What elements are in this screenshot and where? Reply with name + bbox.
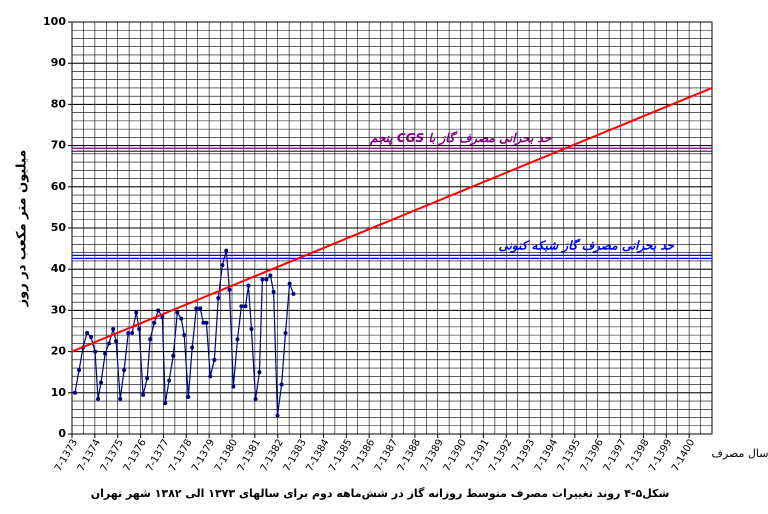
y-tick-label: 50 [51, 221, 67, 234]
data-point [122, 368, 127, 373]
data-point [291, 291, 296, 296]
data-point [72, 390, 77, 395]
data-point [190, 345, 195, 350]
data-point [93, 349, 98, 354]
data-point [88, 335, 93, 340]
data-point [175, 310, 180, 315]
data-point [152, 320, 157, 325]
data-point [235, 337, 240, 342]
data-point [194, 306, 199, 311]
data-point [163, 401, 168, 406]
data-point [275, 413, 280, 418]
data-point [198, 306, 203, 311]
data-point [167, 378, 172, 383]
reference-label: حد بحرانی مصرف گاز شبکه کنونی [498, 237, 674, 253]
reference-label: حد بحرانی مصرف گاز با CGS پنجم [369, 130, 552, 146]
data-point [249, 326, 254, 331]
data-point [239, 304, 244, 309]
data-point [216, 296, 221, 301]
data-point [114, 339, 119, 344]
data-point [182, 333, 187, 338]
chart-title: شکل۵-۴ روند تغییرات مصرف متوسط روزانه گا… [91, 487, 670, 500]
data-point [141, 392, 146, 397]
data-point [145, 376, 150, 381]
y-tick-label: 40 [51, 262, 67, 275]
data-point [220, 263, 225, 268]
data-point [257, 370, 262, 375]
y-tick-label: 60 [51, 180, 67, 193]
y-tick-label: 70 [51, 139, 67, 152]
data-point [204, 320, 209, 325]
data-point [212, 357, 217, 362]
data-point [253, 396, 258, 401]
data-point [227, 287, 232, 292]
y-tick-label: 0 [58, 427, 66, 440]
data-point [208, 374, 213, 379]
data-point [130, 331, 135, 336]
y-tick-label: 80 [51, 97, 67, 110]
data-point [246, 283, 251, 288]
data-point [179, 316, 184, 321]
y-tick-label: 90 [51, 56, 67, 69]
data-point [118, 396, 123, 401]
y-axis-label: میلیون متر مکعب در روز [15, 150, 30, 308]
data-point [243, 304, 248, 309]
data-point [77, 368, 82, 373]
data-point [111, 326, 116, 331]
data-point [156, 308, 161, 313]
data-point [264, 277, 269, 282]
data-point [271, 289, 276, 294]
data-point [224, 248, 229, 253]
y-tick-label: 30 [51, 303, 67, 316]
data-point [137, 326, 142, 331]
data-point [283, 331, 288, 336]
series-line [71, 86, 713, 353]
data-point [148, 337, 153, 342]
data-point [260, 277, 265, 282]
data-point [268, 273, 273, 278]
data-point [103, 351, 108, 356]
data-point [134, 310, 139, 315]
y-tick-label: 100 [43, 15, 66, 28]
y-tick-label: 20 [51, 345, 67, 358]
data-point [279, 382, 284, 387]
data-point [231, 384, 236, 389]
data-point [107, 341, 112, 346]
data-point [171, 353, 176, 358]
data-point [96, 396, 101, 401]
series-line [74, 250, 295, 416]
x-axis-label: سال مصرف [712, 447, 768, 460]
data-point [201, 320, 206, 325]
data-point [85, 331, 90, 336]
data-point [126, 331, 131, 336]
data-point [186, 394, 191, 399]
data-point [99, 380, 104, 385]
y-tick-label: 10 [51, 386, 67, 399]
data-point [287, 281, 292, 286]
